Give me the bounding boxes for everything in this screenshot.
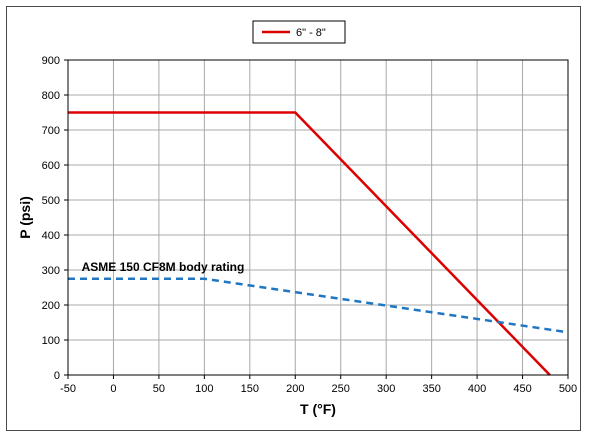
x-tick-label: 150 (241, 383, 259, 395)
y-tick-label: 100 (42, 335, 60, 347)
legend-label-series-1: 6" - 8" (296, 27, 326, 39)
chart-frame (6, 6, 581, 431)
series-line-6-8-inch (68, 111, 551, 376)
legend: 6" - 8" (252, 20, 346, 44)
x-axis-title: T (°F) (300, 401, 336, 417)
x-tick-label: 250 (332, 383, 350, 395)
x-tick-label: -50 (60, 383, 76, 395)
y-tick-label: 800 (42, 90, 60, 102)
x-tick-label: 0 (110, 383, 116, 395)
x-tick-label: 500 (559, 383, 577, 395)
y-tick-label: 500 (42, 195, 60, 207)
x-tick-label: 400 (468, 383, 486, 395)
series-layer (68, 111, 569, 376)
y-tick-label: 600 (42, 160, 60, 172)
plot-area (67, 59, 569, 376)
legend-box (252, 20, 346, 44)
y-tick-label: 0 (54, 370, 60, 382)
x-tick-label: 450 (513, 383, 531, 395)
annotation-body-rating: ASME 150 CF8M body rating (82, 260, 245, 274)
x-tick-label: 100 (195, 383, 213, 395)
x-tick-label: 50 (153, 383, 165, 395)
x-tick-label: 350 (422, 383, 440, 395)
x-tick-label: 200 (286, 383, 304, 395)
series-line-body-rating (68, 277, 569, 334)
grid (67, 59, 569, 376)
ticks: -50 0 50 100 150 200 250 300 350 400 450 5000100200… (42, 55, 578, 395)
x-tick-label: 300 (377, 383, 395, 395)
y-tick-label: 700 (42, 125, 60, 137)
y-tick-label: 300 (42, 265, 60, 277)
y-tick-label: 400 (42, 230, 60, 242)
y-tick-label: 200 (42, 300, 60, 312)
y-axis-title: P (psi) (17, 196, 33, 239)
y-tick-label: 900 (42, 55, 60, 67)
